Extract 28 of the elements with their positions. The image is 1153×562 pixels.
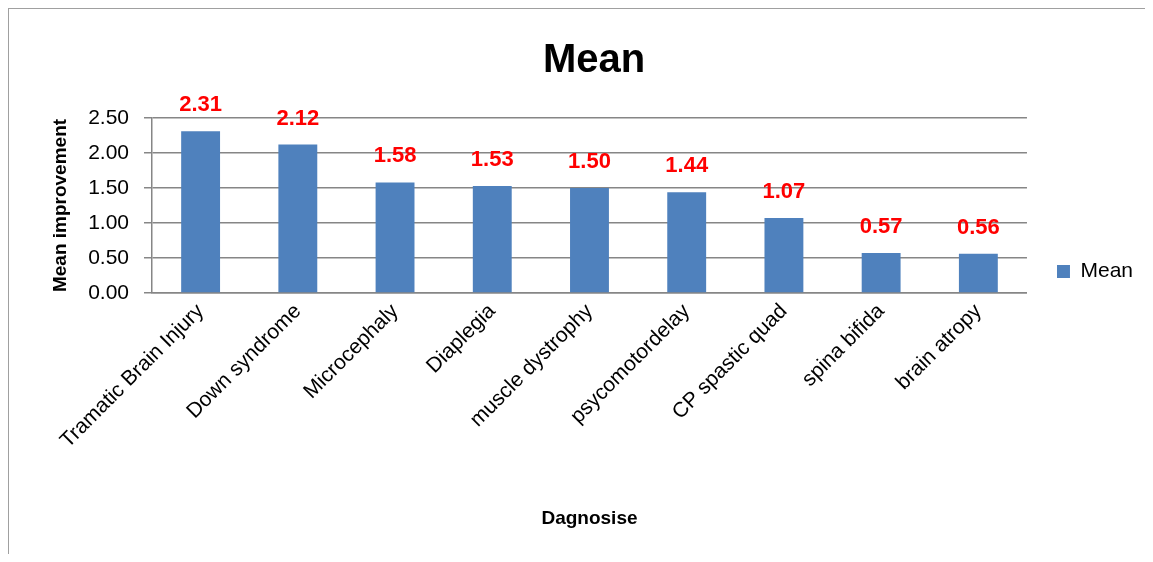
y-tick-label: 0.00 bbox=[88, 279, 129, 303]
bar bbox=[667, 192, 707, 293]
x-axis-title: Dagnosise bbox=[541, 506, 638, 528]
bar bbox=[570, 188, 609, 293]
chart-title: Mean bbox=[542, 36, 646, 81]
bar bbox=[278, 144, 318, 293]
data-label: 1.53 bbox=[470, 145, 514, 171]
bar bbox=[764, 218, 804, 293]
bar bbox=[375, 182, 415, 293]
bar bbox=[181, 131, 221, 293]
data-label: 1.07 bbox=[762, 178, 806, 204]
y-axis-title: Mean improvement bbox=[48, 118, 70, 293]
bar bbox=[861, 253, 901, 293]
y-tick-label: 1.00 bbox=[88, 209, 129, 233]
data-label: 1.50 bbox=[568, 148, 611, 174]
data-label: 2.12 bbox=[276, 104, 320, 130]
y-tick-label: 0.50 bbox=[88, 244, 129, 268]
data-label: 1.44 bbox=[665, 152, 709, 178]
data-label: 0.57 bbox=[859, 213, 903, 239]
legend-label: Mean bbox=[1080, 258, 1133, 282]
bar bbox=[958, 253, 998, 293]
y-tick-label: 2.50 bbox=[88, 104, 129, 128]
bar bbox=[472, 185, 512, 293]
y-tick-label: 2.00 bbox=[88, 139, 129, 163]
data-label: 2.31 bbox=[179, 91, 223, 117]
data-label: 1.58 bbox=[373, 142, 417, 168]
y-tick-label: 1.50 bbox=[88, 174, 129, 198]
data-label: 0.56 bbox=[956, 213, 1000, 239]
